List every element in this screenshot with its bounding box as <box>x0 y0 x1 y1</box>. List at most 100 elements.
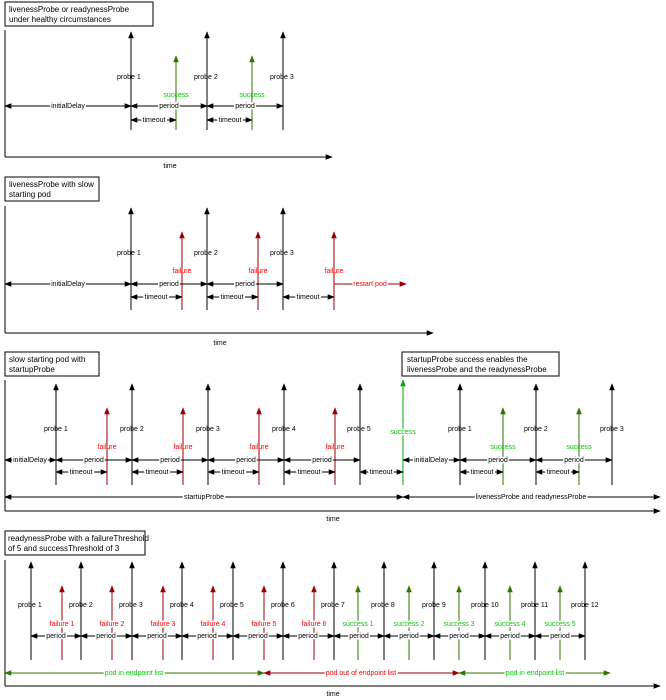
period-label: period <box>564 457 584 464</box>
probe-label: probe 3 <box>119 602 143 609</box>
panel-3-note-box <box>401 351 560 377</box>
period-label: period <box>399 633 419 640</box>
result-failure: failure 2 <box>100 621 125 628</box>
result-failure: failure <box>172 268 191 275</box>
panel-1-title-line1: livenessProbe or readynessProbe <box>9 5 130 14</box>
probe-label: probe 10 <box>471 602 499 609</box>
probe-label: probe 4 <box>170 602 194 609</box>
result-failure: failure <box>324 268 343 275</box>
panel-3-title-line1: slow starting pod with <box>9 355 85 364</box>
timeout-label: timeout <box>298 469 321 476</box>
panel-4-title-line1: readynessProbe with a failureThreshold <box>8 534 149 543</box>
period-label: period <box>550 633 570 640</box>
result-success: success 5 <box>544 621 575 628</box>
probe-label: probe 2 <box>194 250 218 257</box>
period-label: period <box>298 633 318 640</box>
timeout-label: timeout <box>143 117 166 124</box>
period-label: period <box>500 633 520 640</box>
panel-4-title-box <box>4 530 146 556</box>
period-label: period <box>449 633 469 640</box>
period-label: period <box>236 457 256 464</box>
result-success: success 4 <box>494 621 525 628</box>
initial-delay-label: initialDelay <box>414 457 448 464</box>
in-endpoint-label: pod in endpoint list <box>506 670 564 677</box>
result-success: success <box>390 429 416 436</box>
result-success: success <box>566 444 592 451</box>
period-label: period <box>235 281 255 288</box>
initial-delay-label: initialDelay <box>51 281 85 288</box>
period-label: period <box>197 633 217 640</box>
time-label: time <box>326 516 339 523</box>
result-failure: failure <box>325 444 344 451</box>
probe-label: probe 1 <box>18 602 42 609</box>
result-success: success 2 <box>393 621 424 628</box>
period-label: period <box>96 633 116 640</box>
time-label: time <box>213 340 226 347</box>
result-failure: failure 5 <box>252 621 277 628</box>
period-label: period <box>46 633 66 640</box>
restart-pod-label: restart pod <box>353 281 387 288</box>
panel-4: readynessProbe with a failureThreshold o… <box>4 530 661 698</box>
timeout-label: timeout <box>547 469 570 476</box>
probe-arrows <box>28 561 588 660</box>
timeout-label: timeout <box>222 469 245 476</box>
probe-label: probe 7 <box>321 602 345 609</box>
out-endpoint-label: pod out of endpoint list <box>326 670 396 677</box>
period-label: period <box>248 633 268 640</box>
timeout-label: timeout <box>145 294 168 301</box>
initial-delay-label: initialDelay <box>13 457 47 464</box>
period-label: period <box>159 103 179 110</box>
panel-2-title-line2: starting pod <box>9 190 51 199</box>
probe-label: probe 5 <box>347 426 371 433</box>
period-label: period <box>160 457 180 464</box>
probe-label: probe 6 <box>271 602 295 609</box>
period-label: period <box>235 103 255 110</box>
result-success: success 3 <box>443 621 474 628</box>
timeout-label: timeout <box>219 117 242 124</box>
panel-3: slow starting pod with startupProbe star… <box>4 351 661 523</box>
probe-label: probe 4 <box>272 426 296 433</box>
timeout-label: timeout <box>471 469 494 476</box>
result-success: success <box>163 92 189 99</box>
result-failure: failure 6 <box>302 621 327 628</box>
panel-2: livenessProbe with slow starting pod tim… <box>4 176 434 347</box>
result-failure: failure 3 <box>151 621 176 628</box>
liveness-readyness-span-label: livenessProbe and readynessProbe <box>476 494 587 501</box>
time-label: time <box>326 691 339 698</box>
period-label: period <box>84 457 104 464</box>
panel-1-title-line2: under healthy circumstances <box>9 15 111 24</box>
panel-3-note-line1: startupProbe success enables the <box>407 355 528 364</box>
probe-label: probe 9 <box>422 602 446 609</box>
result-failure: failure <box>97 444 116 451</box>
time-label: time <box>163 163 176 170</box>
probe-label: probe 11 <box>521 602 548 609</box>
panel-1: livenessProbe or readynessProbe under he… <box>4 1 333 170</box>
panel-2-title-box <box>4 176 100 202</box>
probe-label: probe 12 <box>571 602 599 609</box>
probe-label: probe 1 <box>448 426 472 433</box>
probe-label: probe 1 <box>117 250 141 257</box>
probe-label: probe 3 <box>196 426 220 433</box>
timeout-label: timeout <box>70 469 93 476</box>
result-failure: failure <box>248 268 267 275</box>
probe-label: probe 3 <box>270 74 294 81</box>
panel-2-title-line1: livenessProbe with slow <box>9 180 94 189</box>
panel-3-note-line2: livenessProbe and the readynessProbe <box>407 365 547 374</box>
probe-label: probe 1 <box>44 426 68 433</box>
period-label: period <box>488 457 508 464</box>
result-success: success 1 <box>342 621 373 628</box>
result-failure: failure 4 <box>201 621 226 628</box>
panel-3-title-box <box>4 351 100 377</box>
timeout-label: timeout <box>146 469 169 476</box>
probe-label: probe 2 <box>120 426 144 433</box>
result-success: success <box>490 444 516 451</box>
panel-3-title-line2: startupProbe <box>9 365 55 374</box>
startup-probe-span-label: startupProbe <box>184 494 224 501</box>
probe-label: probe 8 <box>371 602 395 609</box>
initial-delay-label: initialDelay <box>51 103 85 110</box>
result-failure: failure <box>173 444 192 451</box>
timeout-label: timeout <box>221 294 244 301</box>
result-failure: failure <box>249 444 268 451</box>
timeout-label: timeout <box>297 294 320 301</box>
panel-4-title-line2: of 5 and successThreshold of 3 <box>8 544 120 553</box>
